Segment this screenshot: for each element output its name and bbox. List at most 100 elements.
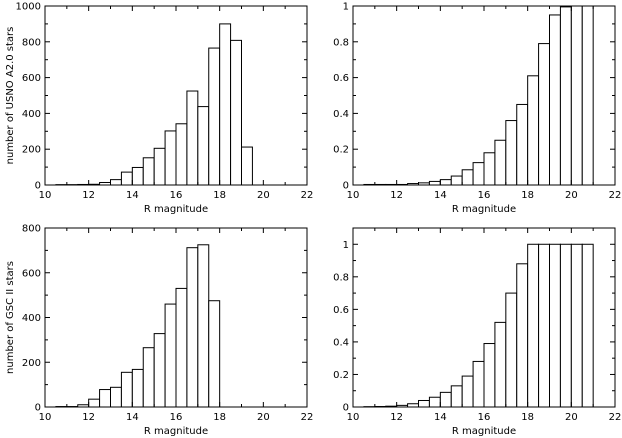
histogram-bar: [505, 292, 518, 408]
x-tick-label: 12: [390, 190, 403, 201]
histogram-bar: [461, 375, 474, 408]
y-tick-label: 0: [35, 181, 41, 192]
histogram-bar: [396, 183, 409, 186]
x-tick-label: 16: [478, 412, 491, 423]
x-tick-label: 16: [170, 412, 183, 423]
histogram-bar: [494, 139, 507, 186]
histogram-bar: [418, 399, 430, 408]
y-tick-label: 0.8: [333, 272, 349, 283]
x-tick-label: 20: [565, 412, 578, 423]
histogram-bar: [241, 146, 253, 186]
x-tick-label: 16: [170, 190, 183, 201]
y-tick-label: 0.2: [333, 370, 349, 381]
x-axis-label: R magnitude: [452, 426, 516, 437]
y-tick-label: 0.6: [333, 305, 349, 316]
histogram-bar: [450, 385, 463, 408]
panel-3: 10 12 14 16 18 20 22 0 200 400 600 800 R magnitude nu…: [5, 224, 313, 438]
histogram-bar: [549, 243, 561, 408]
y-tick-label: 0.4: [333, 337, 349, 348]
x-tick-label: 14: [434, 412, 447, 423]
histogram-bar: [581, 5, 594, 186]
histogram-bar: [570, 243, 583, 408]
histogram-bar: [142, 347, 155, 408]
y-tick-label: 1: [343, 240, 349, 251]
x-tick-label: 14: [126, 190, 139, 201]
x-tick-label: 14: [126, 412, 139, 423]
histogram-bar: [374, 183, 387, 186]
histogram-bar: [581, 243, 594, 408]
histogram-bar: [472, 162, 485, 186]
histogram-bar: [385, 405, 398, 408]
histogram-bar: [208, 47, 221, 186]
histogram-bar: [120, 171, 133, 186]
histogram-bar: [428, 180, 441, 186]
y-tick-label: 800: [22, 37, 41, 48]
histogram-bar: [153, 333, 166, 408]
histogram-bar: [88, 398, 101, 408]
histogram-bar: [186, 90, 199, 186]
y-tick-label: 0: [343, 181, 349, 192]
x-axis-label: R magnitude: [452, 204, 516, 215]
histogram-bar: [131, 368, 144, 408]
x-tick-label: 14: [434, 190, 447, 201]
x-tick-label: 22: [609, 412, 622, 423]
histogram-bar: [483, 343, 496, 408]
x-tick-label: 18: [213, 412, 226, 423]
histogram-bar: [483, 152, 496, 186]
x-tick-label: 18: [521, 412, 534, 423]
y-tick-label: 0.2: [333, 145, 349, 156]
histogram-bar: [396, 404, 409, 408]
histogram-bar: [110, 386, 122, 408]
y-tick-label: 200: [22, 358, 41, 369]
histogram-bar: [538, 243, 550, 408]
y-tick-label: 1000: [16, 2, 41, 13]
histogram-bar: [516, 263, 529, 408]
x-tick-label: 20: [257, 190, 270, 201]
histogram-bar: [461, 169, 474, 186]
histogram-bar: [538, 43, 550, 186]
x-tick-label: 10: [347, 412, 360, 423]
panel-2: 10 12 14 16 18 20 22 0 0.2 0.4 0.6 0.8 1 R magnitude: [333, 2, 621, 216]
histogram-bar: [219, 23, 232, 186]
x-tick-label: 20: [257, 412, 270, 423]
histogram-bar: [505, 120, 518, 186]
x-tick-label: 22: [609, 190, 622, 201]
histogram-bar: [230, 39, 242, 186]
histogram-bar: [494, 321, 507, 408]
histogram-bar: [197, 244, 210, 408]
histogram-bar: [549, 14, 561, 186]
histogram-bar: [131, 166, 144, 186]
histogram-bar: [142, 157, 155, 186]
histogram-bar: [407, 403, 420, 408]
histogram-bar: [110, 179, 122, 186]
histogram-bar: [527, 243, 540, 408]
histogram-bar: [385, 183, 398, 186]
x-tick-label: 20: [565, 190, 578, 201]
histogram-bar: [428, 396, 441, 408]
histogram-bar: [208, 300, 221, 408]
x-tick-label: 12: [390, 412, 403, 423]
histogram-bar: [439, 179, 452, 186]
histogram-bar: [77, 404, 90, 408]
histogram-bar: [164, 303, 177, 408]
y-tick-label: 400: [22, 313, 41, 324]
y-tick-label: 0: [35, 403, 41, 414]
histogram-bar: [120, 371, 133, 408]
histogram-bar: [450, 175, 463, 186]
x-tick-label: 10: [39, 190, 52, 201]
histogram-bar: [472, 360, 485, 408]
histogram-bar: [570, 5, 583, 186]
y-tick-label: 600: [22, 268, 41, 279]
x-tick-label: 12: [82, 190, 95, 201]
histogram-bar: [77, 183, 90, 186]
histogram-bar: [363, 183, 376, 186]
y-tick-label: 0.6: [333, 73, 349, 84]
x-tick-label: 10: [39, 412, 52, 423]
x-tick-label: 16: [478, 190, 491, 201]
histogram-bar: [99, 389, 112, 408]
histogram-bar: [559, 243, 572, 408]
y-tick-label: 600: [22, 73, 41, 84]
histogram-bar: [439, 391, 452, 408]
y-tick-label: 800: [22, 224, 41, 235]
